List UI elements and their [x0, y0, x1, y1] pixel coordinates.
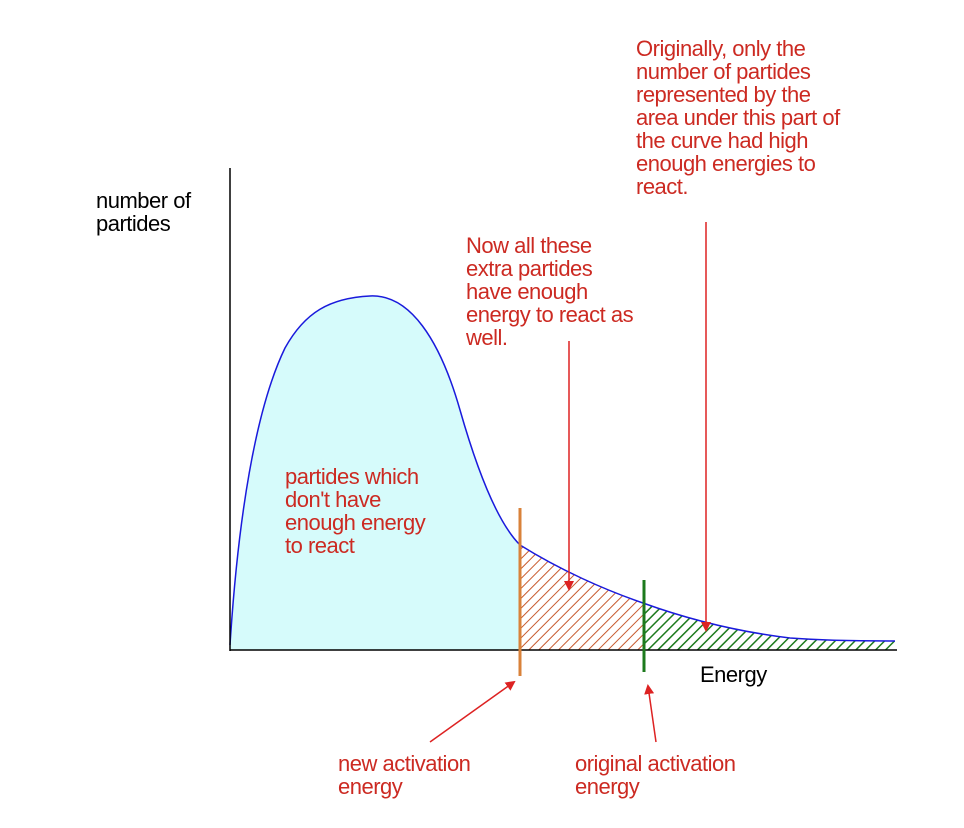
annotation-line: Now all these [466, 233, 592, 258]
distribution-curve [229, 295, 896, 646]
annotation-line: original activation [575, 751, 736, 776]
annotation-line: energy [338, 774, 403, 799]
annotation-line: Originally, only the [636, 36, 806, 61]
annotation-line: number of partides [636, 59, 811, 84]
annotation-line: area under this part of [636, 105, 840, 130]
annotation-line: to react [285, 533, 355, 558]
original-activation-energy-label: original activation energy [575, 751, 736, 799]
original-area-annotation: Originally, only the number of partides … [636, 37, 840, 198]
annotation-line: react. [636, 174, 689, 199]
y-axis-label: number of partides [96, 189, 191, 235]
arrow-to-original-activation [644, 684, 657, 743]
annotation-line: energy to react as [466, 302, 634, 327]
original-high-energy-region [643, 603, 895, 650]
annotation-line: partides which [285, 464, 419, 489]
below-activation-annotation: partides which don't have enough energy … [285, 464, 426, 558]
extra-particles-annotation: Now all these extra partides have enough… [466, 233, 634, 350]
x-axis-label: Energy [700, 662, 767, 687]
y-axis-label-line: number of [96, 188, 191, 213]
annotation-line: enough energy [285, 510, 426, 535]
annotation-line: don't have [285, 487, 381, 512]
annotation-line: represented by the [636, 82, 811, 107]
annotation-line: extra partides [466, 256, 593, 281]
new-activation-energy-label: new activation energy [338, 751, 471, 799]
annotation-line: energy [575, 774, 640, 799]
annotation-line: have enough [466, 279, 588, 304]
low-energy-region [230, 295, 520, 650]
arrow-to-new-activation [429, 680, 516, 743]
annotation-line: enough energies to [636, 151, 816, 176]
annotation-line: the curve had high [636, 128, 809, 153]
annotation-line: new activation [338, 751, 471, 776]
y-axis-label-line: partides [96, 211, 171, 236]
extra-particles-region [520, 545, 643, 650]
annotation-line: well. [466, 325, 508, 350]
